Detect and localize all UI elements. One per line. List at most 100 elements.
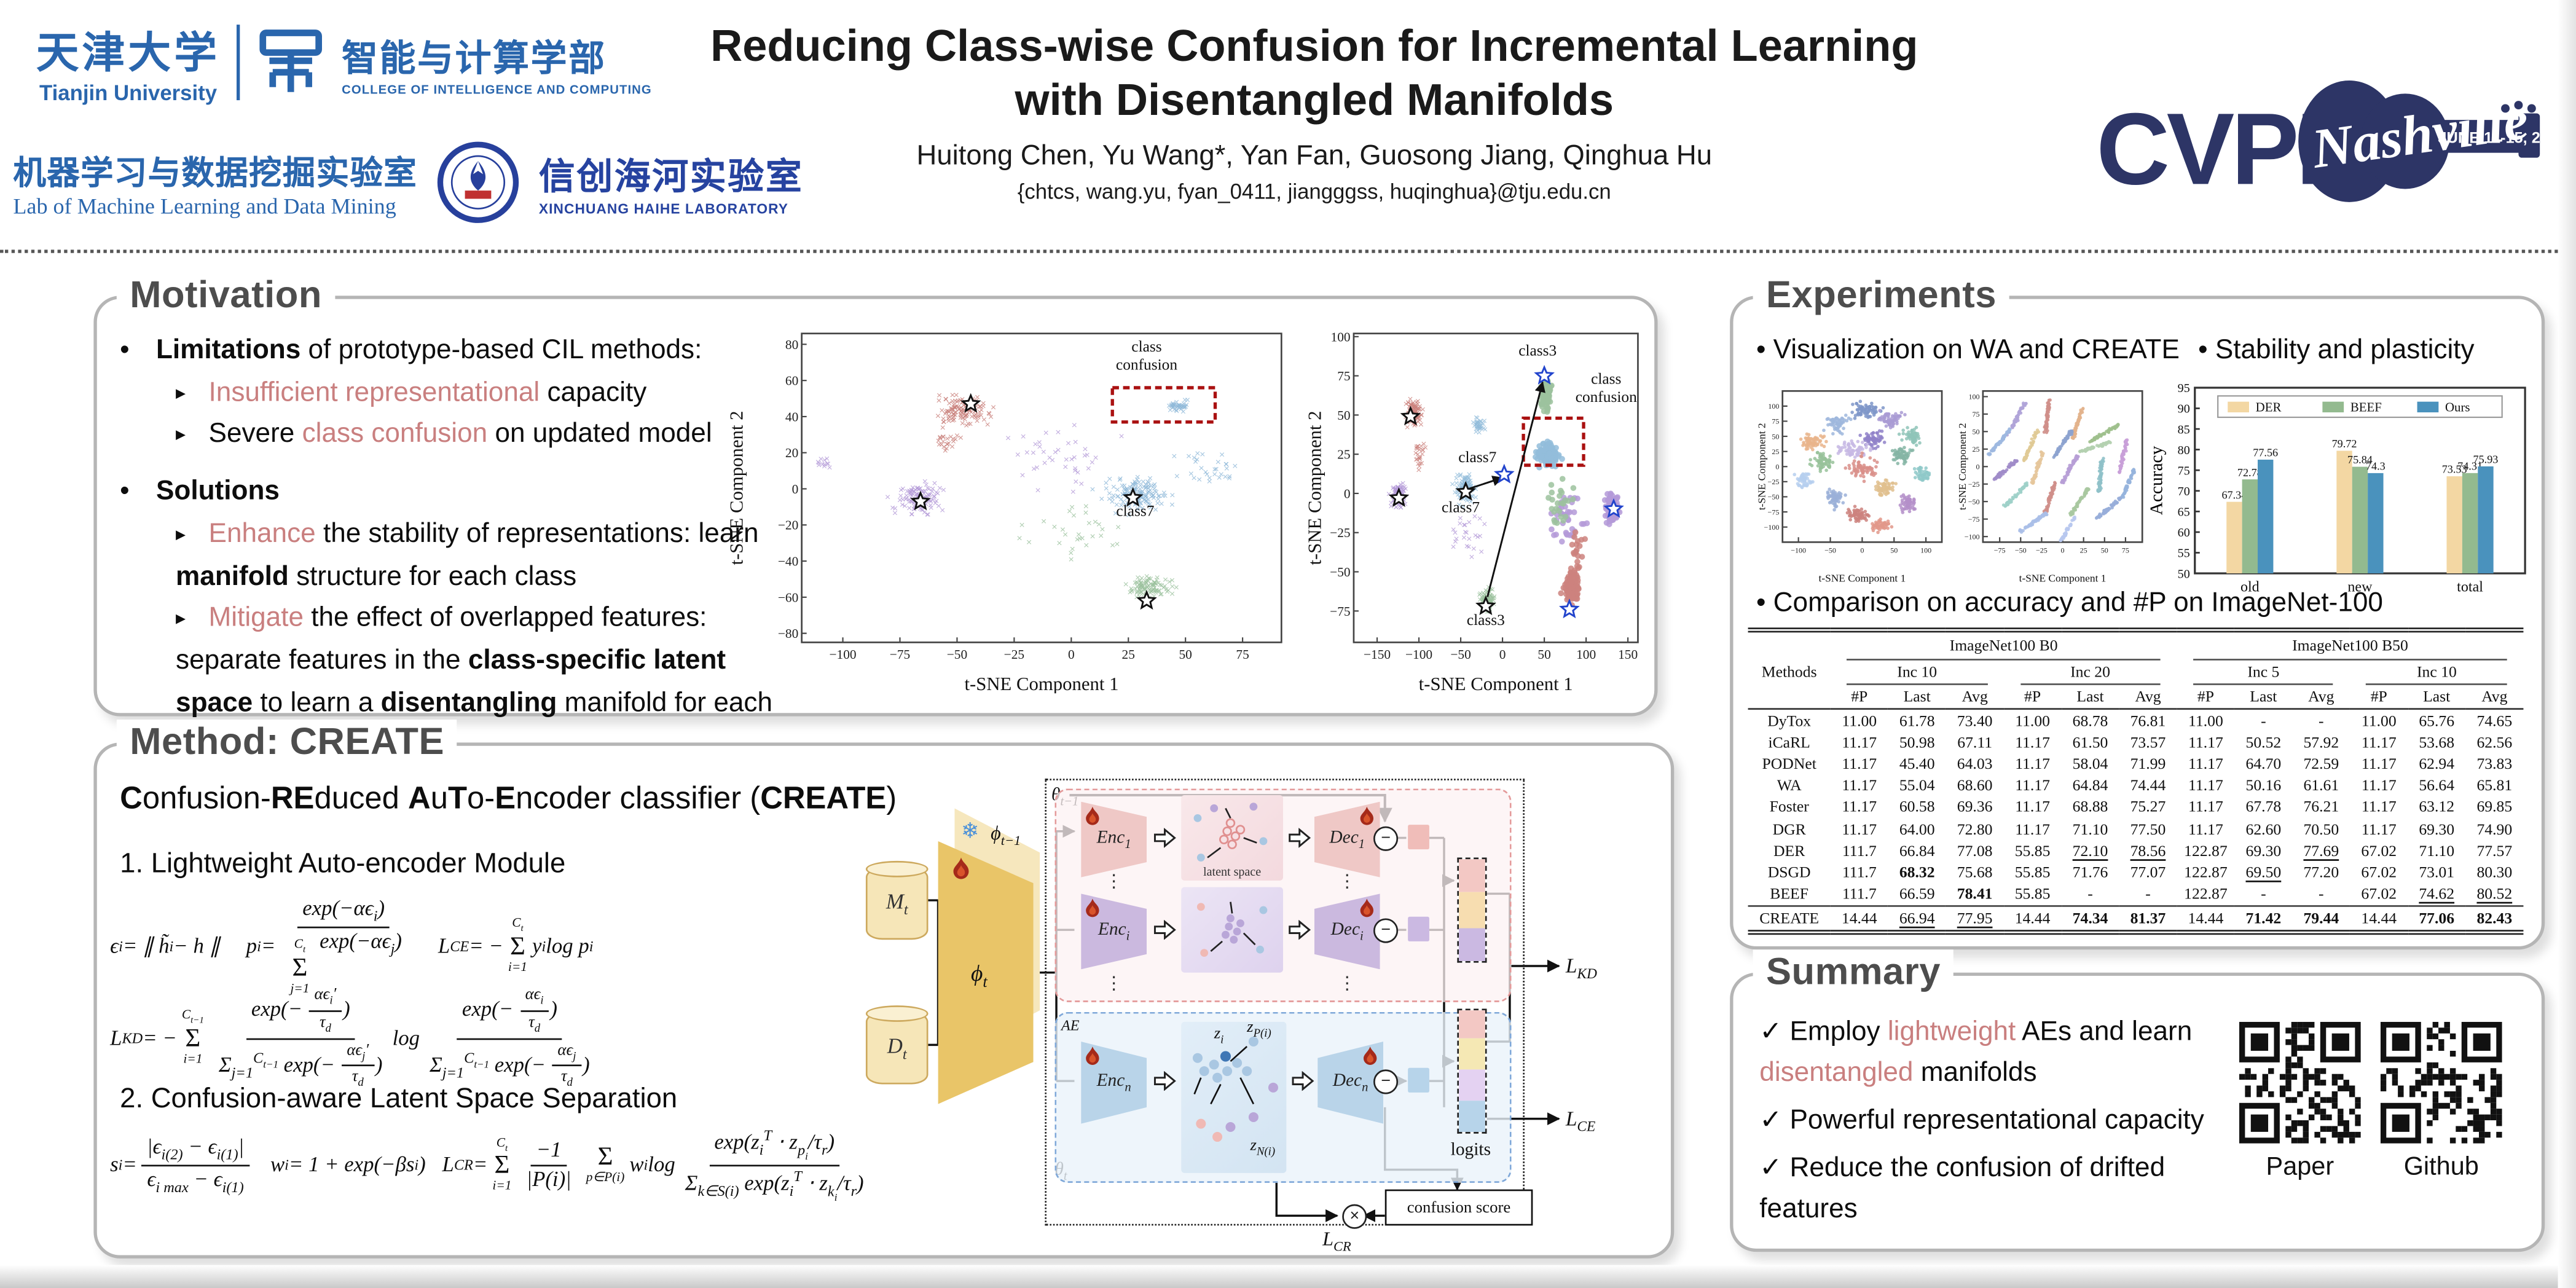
svg-text:×: × <box>1474 421 1479 432</box>
latent-space-1: latent space <box>1181 795 1283 881</box>
logo-divider <box>237 25 240 101</box>
lab-logo-en: Lab of Machine Learning and Data Mining <box>13 193 396 218</box>
svg-text:×: × <box>1488 589 1493 600</box>
svg-text:×: × <box>1462 492 1467 503</box>
svg-text:×: × <box>1453 536 1458 548</box>
svg-text:×: × <box>936 395 941 406</box>
svg-text:×: × <box>976 401 982 412</box>
method-name: DER <box>1773 842 1805 861</box>
metric-value: 75.68 <box>1957 863 1993 882</box>
svg-text:×: × <box>1466 476 1471 487</box>
svg-text:0: 0 <box>792 482 799 497</box>
svg-text:t-SNE Component 1: t-SNE Component 1 <box>964 673 1118 693</box>
svg-text:×: × <box>1474 416 1480 427</box>
tsne-wa-mini-plot: −100 −50 0 50 100 −100 −75 −50 −25 0 25 50 75 100 t-SN… <box>1756 390 1943 584</box>
svg-text:×: × <box>937 439 942 450</box>
svg-text:×: × <box>1072 452 1077 463</box>
svg-text:×: × <box>1473 484 1478 495</box>
svg-text:×: × <box>921 486 926 497</box>
svg-text:×: × <box>900 500 905 511</box>
svg-text:×: × <box>1413 402 1418 414</box>
svg-text:×: × <box>1133 479 1138 490</box>
svg-text:×: × <box>1213 464 1219 475</box>
svg-text:×: × <box>1464 472 1470 483</box>
svg-text:55: 55 <box>2178 547 2190 560</box>
svg-text:×: × <box>1072 465 1078 476</box>
table-row: iCaRL 11.17 50.98 67.11 11.17 61.50 73.57 11.17… <box>1748 732 2524 753</box>
svg-text:×: × <box>1024 447 1030 458</box>
svg-text:×: × <box>981 398 986 409</box>
svg-text:67.34: 67.34 <box>2221 489 2247 501</box>
svg-text:×: × <box>1153 578 1158 589</box>
svg-text:×: × <box>1110 540 1115 551</box>
svg-text:×: × <box>1169 500 1175 511</box>
svg-text:×: × <box>1151 584 1156 595</box>
svg-text:×: × <box>1388 501 1394 512</box>
svg-text:×: × <box>1412 401 1417 412</box>
svg-text:×: × <box>1037 441 1042 452</box>
svg-text:×: × <box>1462 519 1467 530</box>
svg-text:×: × <box>1115 484 1120 495</box>
svg-text:×: × <box>958 406 964 417</box>
svg-text:×: × <box>1145 486 1151 497</box>
svg-text:×: × <box>1423 442 1428 453</box>
svg-text:×: × <box>1031 463 1037 474</box>
svg-text:×: × <box>1090 484 1095 495</box>
tju-logo-cn: 天津大学 <box>36 29 221 77</box>
svg-text:×: × <box>1137 501 1142 512</box>
metric-value: 69.36 <box>1957 799 1993 817</box>
svg-text:×: × <box>1413 412 1419 423</box>
svg-text:−25: −25 <box>1330 525 1350 540</box>
svg-text:×: × <box>1070 486 1076 497</box>
svg-text:×: × <box>1413 406 1418 417</box>
metric-value: 11.17 <box>2188 734 2223 752</box>
svg-text:×: × <box>1475 420 1480 431</box>
svg-text:×: × <box>903 490 909 501</box>
svg-text:×: × <box>1174 471 1180 482</box>
svg-text:−25: −25 <box>1768 477 1780 486</box>
svg-text:×: × <box>944 439 950 450</box>
svg-text:×: × <box>943 445 948 456</box>
svg-text:×: × <box>1142 490 1148 501</box>
svg-text:×: × <box>1399 487 1404 498</box>
svg-text:×: × <box>911 486 917 497</box>
haihe-logo-cn: 信创海河实验室 <box>538 155 804 197</box>
svg-text:×: × <box>1138 498 1144 509</box>
svg-text:×: × <box>1471 543 1477 554</box>
svg-text:×: × <box>1150 585 1155 596</box>
svg-text:60: 60 <box>785 374 798 388</box>
svg-text:×: × <box>954 430 960 441</box>
svg-text:×: × <box>1183 401 1188 412</box>
svg-text:×: × <box>1215 457 1221 468</box>
svg-text:×: × <box>975 392 980 403</box>
method-name: DSGD <box>1767 863 1811 882</box>
metric-value: 62.56 <box>2476 734 2513 752</box>
svg-text:×: × <box>1146 486 1152 497</box>
svg-text:×: × <box>1072 463 1078 474</box>
svg-text:×: × <box>1463 473 1469 484</box>
motivation-item: ▸ Insufficient representational capacity <box>176 377 647 407</box>
svg-text:×: × <box>1466 481 1472 492</box>
svg-text:×: × <box>1148 573 1153 584</box>
svg-text:×: × <box>909 485 914 496</box>
svg-text:×: × <box>935 488 940 499</box>
svg-text:×: × <box>1136 477 1142 488</box>
svg-text:×: × <box>906 485 912 497</box>
svg-text:×: × <box>1135 572 1141 583</box>
svg-text:100: 100 <box>1576 647 1596 662</box>
svg-text:×: × <box>1477 422 1482 433</box>
svg-text:75.84: 75.84 <box>2347 454 2373 466</box>
svg-text:×: × <box>1463 527 1468 538</box>
cvpr-logo: CVPR Nashville JUNE 11-15, 2025 <box>2100 80 2543 206</box>
svg-text:×: × <box>964 409 970 420</box>
svg-text:×: × <box>1165 585 1171 596</box>
svg-text:100: 100 <box>1768 402 1779 410</box>
svg-text:×: × <box>1212 469 1217 480</box>
metric-value: 73.01 <box>2419 863 2455 882</box>
svg-text:×: × <box>949 390 955 401</box>
metric-value: 122.87 <box>2184 863 2228 882</box>
svg-text:×: × <box>1133 578 1138 589</box>
svg-text:×: × <box>1415 413 1420 424</box>
table-row: WA 11.17 55.04 68.60 11.17 64.84 74.44 11.17 50.… <box>1748 776 2524 797</box>
